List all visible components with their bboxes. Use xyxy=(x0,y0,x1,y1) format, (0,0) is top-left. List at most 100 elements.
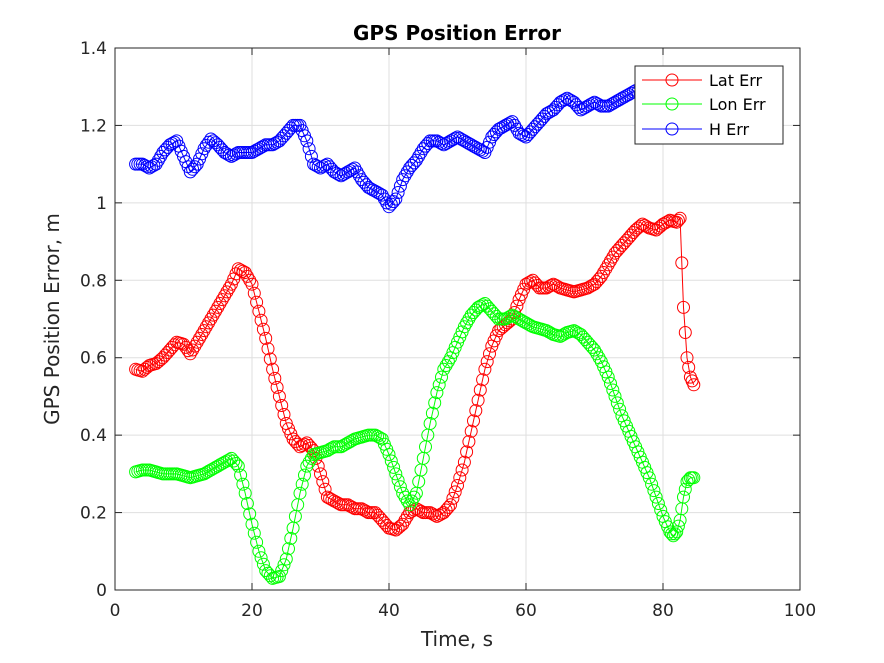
data-point-lon-err xyxy=(485,304,499,318)
data-point-lat-err xyxy=(670,215,684,229)
data-point-lon-err xyxy=(476,298,490,312)
data-point-lat-err xyxy=(624,228,638,242)
data-point-lat-err xyxy=(398,513,412,527)
data-point-lon-err xyxy=(654,503,668,517)
data-point-lat-err xyxy=(613,241,627,255)
data-point-lon-err xyxy=(647,484,661,498)
data-point-h-err xyxy=(350,165,364,179)
data-point-h-err xyxy=(377,192,391,206)
data-point-lat-err xyxy=(673,211,687,225)
y-tick-label: 0.2 xyxy=(80,504,107,524)
data-point-h-err xyxy=(567,95,581,109)
data-point-lat-err xyxy=(259,331,273,345)
data-point-lat-err xyxy=(592,272,606,286)
legend-entry-h-err: H Err xyxy=(642,120,750,139)
data-point-lon-err xyxy=(259,564,273,578)
data-point-lon-err xyxy=(227,454,241,468)
data-point-lat-err xyxy=(444,498,458,512)
data-point-lat-err xyxy=(314,467,327,481)
data-point-lon-err xyxy=(277,558,291,572)
legend-marker-h-err xyxy=(665,122,679,136)
data-point-lon-err xyxy=(601,370,615,384)
data-point-lat-err xyxy=(622,231,636,245)
data-point-h-err xyxy=(348,161,362,175)
data-point-lat-err xyxy=(526,273,540,287)
data-point-h-err xyxy=(565,94,579,108)
y-tick-label: 0 xyxy=(96,581,107,601)
data-point-h-err xyxy=(188,160,202,174)
data-point-lat-err xyxy=(608,246,622,260)
data-point-lat-err xyxy=(682,360,696,374)
data-point-h-err xyxy=(435,137,448,150)
x-tick-label: 80 xyxy=(652,601,674,621)
data-point-h-err xyxy=(416,142,430,156)
data-point-h-err xyxy=(147,158,161,172)
y-tick-label: 0.4 xyxy=(80,426,107,446)
x-tick-label: 0 xyxy=(110,601,121,621)
data-point-lon-err xyxy=(229,457,243,470)
data-point-lat-err xyxy=(435,507,448,521)
legend: Lat Err Lon Err H Err xyxy=(634,65,784,145)
data-point-lon-err xyxy=(389,467,403,481)
data-point-lon-err xyxy=(293,486,307,500)
data-point-h-err xyxy=(489,125,503,139)
data-point-lat-err xyxy=(206,308,220,322)
data-point-lon-err xyxy=(304,451,318,465)
legend-label-lat-err: Lat Err xyxy=(709,71,762,90)
series-layer xyxy=(129,68,701,585)
data-point-lat-err xyxy=(286,432,300,446)
data-point-lat-err xyxy=(654,219,668,233)
data-point-lat-err xyxy=(371,508,385,522)
data-point-lat-err xyxy=(687,378,701,392)
data-point-lon-err xyxy=(243,507,257,521)
data-point-lat-err xyxy=(250,295,264,309)
data-point-lat-err xyxy=(209,304,222,318)
data-point-lat-err xyxy=(680,351,694,365)
data-point-lat-err xyxy=(460,445,474,459)
data-point-lon-err xyxy=(284,531,298,545)
data-point-lon-err xyxy=(469,303,483,317)
data-point-lon-err xyxy=(432,378,446,392)
data-point-lat-err xyxy=(243,273,257,287)
x-tick-label: 40 xyxy=(378,601,400,621)
data-point-lon-err xyxy=(275,564,289,578)
data-point-lat-err xyxy=(469,404,483,418)
data-point-lat-err xyxy=(256,322,270,336)
data-point-lon-err xyxy=(231,459,245,473)
data-point-h-err xyxy=(323,160,337,174)
data-point-h-err xyxy=(357,175,371,189)
x-axis-label: Time, s xyxy=(420,627,493,651)
data-point-lon-err xyxy=(254,551,268,565)
data-point-h-err xyxy=(400,165,414,179)
data-point-h-err xyxy=(352,169,366,183)
data-point-lon-err xyxy=(302,455,316,469)
data-point-lon-err xyxy=(576,330,590,344)
data-point-lat-err xyxy=(151,355,165,369)
data-point-lat-err xyxy=(215,293,229,307)
legend-box xyxy=(634,65,784,145)
data-point-h-err xyxy=(549,100,563,114)
data-point-lon-err xyxy=(222,453,236,467)
data-point-h-err xyxy=(325,162,339,176)
data-point-lon-err xyxy=(252,544,266,558)
data-point-lat-err xyxy=(610,244,624,258)
data-point-h-err xyxy=(318,158,332,172)
data-point-lon-err xyxy=(574,328,588,341)
data-point-h-err xyxy=(530,117,544,131)
data-point-lat-err xyxy=(455,463,469,477)
data-point-lat-err xyxy=(272,389,286,403)
data-point-lat-err xyxy=(391,521,405,535)
y-axis-label: GPS Position Error, m xyxy=(40,213,64,425)
data-point-h-err xyxy=(375,188,389,202)
data-point-lat-err xyxy=(631,221,645,235)
data-point-lat-err xyxy=(163,343,177,357)
data-point-lat-err xyxy=(156,351,170,365)
data-point-h-err xyxy=(398,169,412,183)
data-point-lat-err xyxy=(199,320,213,334)
data-point-lon-err xyxy=(680,475,694,489)
y-tick-label: 1.4 xyxy=(80,39,107,59)
data-point-lat-err xyxy=(211,300,225,314)
data-point-lon-err xyxy=(590,347,604,361)
data-point-h-err xyxy=(275,131,289,145)
data-point-lat-err xyxy=(318,482,332,496)
